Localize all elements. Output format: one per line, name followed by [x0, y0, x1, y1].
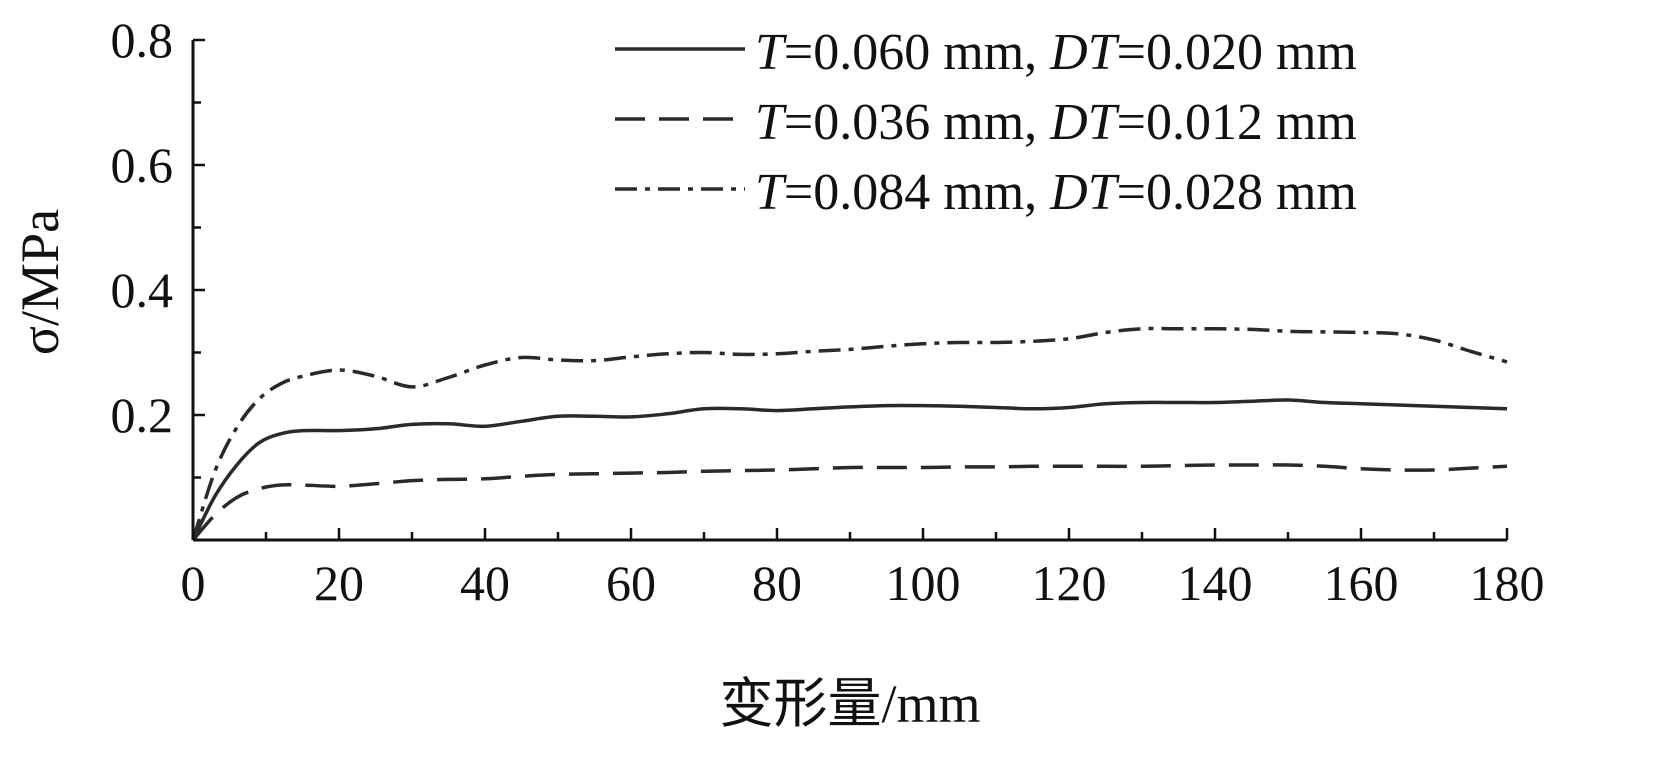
x-tick-label: 60 [606, 555, 656, 611]
series-line-1 [191, 398, 1508, 541]
y-tick-label: 0.4 [111, 262, 174, 318]
x-tick-label: 0 [181, 555, 206, 611]
legend-label-2: T=0.036 mm, DT=0.012 mm [755, 94, 1357, 151]
legend-label-3: T=0.084 mm, DT=0.028 mm [755, 164, 1357, 221]
y-axis-title: σ/MPa [10, 209, 70, 355]
series-line-3 [191, 326, 1508, 541]
x-tick-label: 180 [1470, 555, 1545, 611]
y-tick-label: 0.2 [111, 387, 174, 443]
x-tick-label: 120 [1032, 555, 1107, 611]
x-axis-title: 变形量/mm [719, 674, 980, 734]
x-tick-label: 40 [460, 555, 510, 611]
plot-lines [191, 326, 1508, 542]
series-line-2 [191, 463, 1508, 542]
x-ticks: 0 20 40 60 80 100 120 140 160 180 [181, 528, 1545, 611]
x-tick-label: 80 [752, 555, 802, 611]
legend: T=0.060 mm, DT=0.020 mm T=0.036 mm, DT=0.… [615, 24, 1357, 221]
y-tick-label: 0.6 [111, 137, 174, 193]
x-tick-label: 100 [886, 555, 961, 611]
x-tick-label: 20 [314, 555, 364, 611]
y-ticks: 0.2 0.4 0.6 0.8 [111, 12, 205, 479]
legend-label-1: T=0.060 mm, DT=0.020 mm [755, 24, 1357, 81]
x-tick-label: 160 [1324, 555, 1399, 611]
y-tick-label: 0.8 [111, 12, 174, 68]
x-tick-label: 140 [1178, 555, 1253, 611]
